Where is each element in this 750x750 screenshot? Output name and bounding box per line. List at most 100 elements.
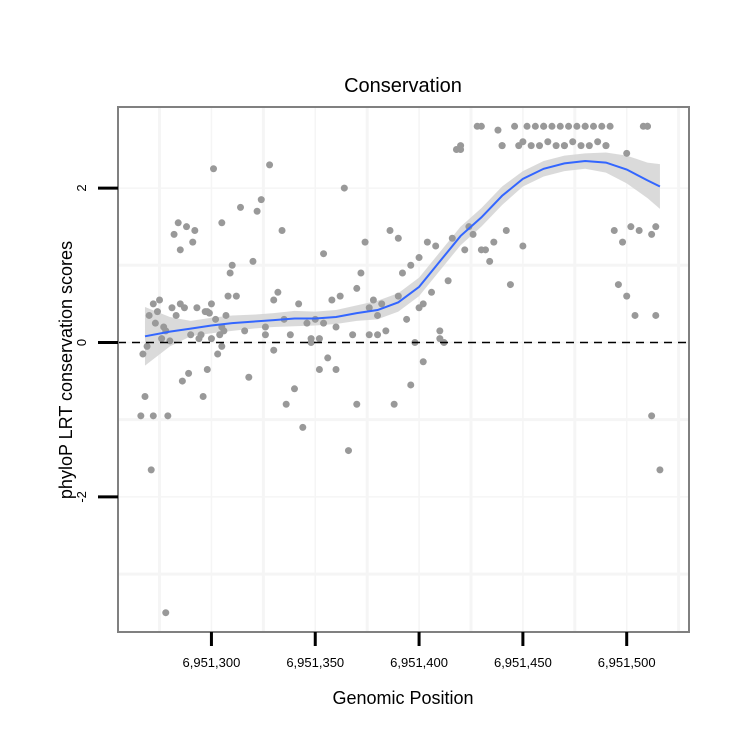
- data-point: [386, 227, 394, 235]
- data-point: [486, 257, 494, 265]
- data-point: [407, 381, 415, 389]
- data-point: [374, 331, 382, 339]
- data-point: [176, 246, 184, 254]
- data-point: [174, 219, 182, 227]
- data-point: [436, 335, 444, 343]
- data-point: [189, 238, 197, 246]
- data-point: [565, 122, 573, 130]
- data-point: [573, 122, 581, 130]
- data-point: [197, 331, 205, 339]
- data-point: [299, 423, 307, 431]
- data-point: [193, 304, 201, 312]
- data-point: [156, 296, 164, 304]
- data-point: [261, 323, 269, 331]
- data-point: [353, 400, 361, 408]
- data-point: [407, 261, 415, 269]
- data-point: [290, 385, 298, 393]
- data-point: [419, 358, 427, 366]
- data-point: [315, 335, 323, 343]
- data-point: [324, 354, 332, 362]
- data-point: [214, 350, 222, 358]
- data-point: [477, 246, 485, 254]
- data-point: [369, 296, 377, 304]
- data-point: [218, 342, 226, 350]
- data-point: [652, 223, 660, 231]
- data-point: [519, 138, 527, 146]
- data-point: [143, 342, 151, 350]
- data-point: [257, 196, 265, 204]
- confidence-band-layer: [144, 152, 660, 366]
- panel-border: [117, 106, 690, 633]
- smooth-line-layer: [144, 160, 661, 338]
- data-point: [428, 288, 436, 296]
- data-point: [494, 126, 502, 134]
- data-point: [320, 250, 328, 258]
- data-point: [274, 288, 282, 296]
- data-point: [270, 346, 278, 354]
- data-point: [548, 122, 556, 130]
- x-tick-label: 6,951,350: [286, 655, 344, 670]
- data-point: [332, 366, 340, 373]
- data-point: [295, 300, 303, 308]
- data-point: [207, 335, 215, 343]
- data-point: [249, 257, 257, 265]
- data-point: [336, 292, 344, 300]
- data-point: [282, 400, 290, 408]
- data-point: [158, 335, 166, 343]
- data-point: [166, 337, 174, 345]
- data-point: [226, 269, 234, 277]
- data-point: [652, 311, 660, 319]
- data-point: [149, 300, 157, 308]
- data-point: [585, 142, 593, 150]
- data-point: [619, 238, 627, 246]
- data-point: [540, 122, 548, 130]
- smooth-line: [144, 160, 661, 338]
- data-point: [207, 300, 215, 308]
- data-point: [378, 300, 386, 308]
- data-point: [349, 331, 357, 339]
- data-point: [631, 311, 639, 319]
- data-point: [519, 242, 527, 250]
- data-point: [266, 161, 274, 169]
- data-point: [374, 311, 382, 319]
- data-point: [606, 122, 614, 130]
- data-point: [237, 203, 245, 211]
- data-point: [536, 142, 544, 150]
- data-point: [394, 234, 402, 242]
- data-point: [315, 366, 323, 373]
- data-point: [253, 207, 261, 215]
- data-point: [170, 230, 178, 238]
- data-point: [656, 466, 664, 474]
- data-point: [139, 350, 147, 358]
- data-point: [361, 238, 369, 246]
- data-point: [627, 223, 635, 231]
- data-point: [307, 335, 315, 343]
- data-point: [423, 238, 431, 246]
- data-point: [261, 331, 269, 339]
- data-point: [498, 142, 506, 150]
- grid-lines: [118, 107, 689, 632]
- data-point: [218, 219, 226, 227]
- data-point: [210, 165, 218, 173]
- data-point: [187, 331, 195, 339]
- data-point: [648, 412, 656, 420]
- data-point: [527, 142, 535, 150]
- data-point: [469, 230, 477, 238]
- data-point: [278, 227, 286, 235]
- data-point: [623, 149, 631, 157]
- data-point: [648, 230, 656, 238]
- data-point: [151, 319, 159, 327]
- data-point: [511, 122, 519, 130]
- data-point: [594, 138, 602, 146]
- data-point: [185, 369, 193, 377]
- data-point: [149, 412, 157, 420]
- data-point: [477, 122, 485, 130]
- data-point: [199, 393, 207, 401]
- data-point: [286, 331, 294, 339]
- data-point: [444, 277, 452, 285]
- data-point: [490, 238, 498, 246]
- data-point: [137, 412, 145, 420]
- data-point: [145, 311, 153, 319]
- data-point: [344, 447, 352, 455]
- data-point: [232, 292, 240, 300]
